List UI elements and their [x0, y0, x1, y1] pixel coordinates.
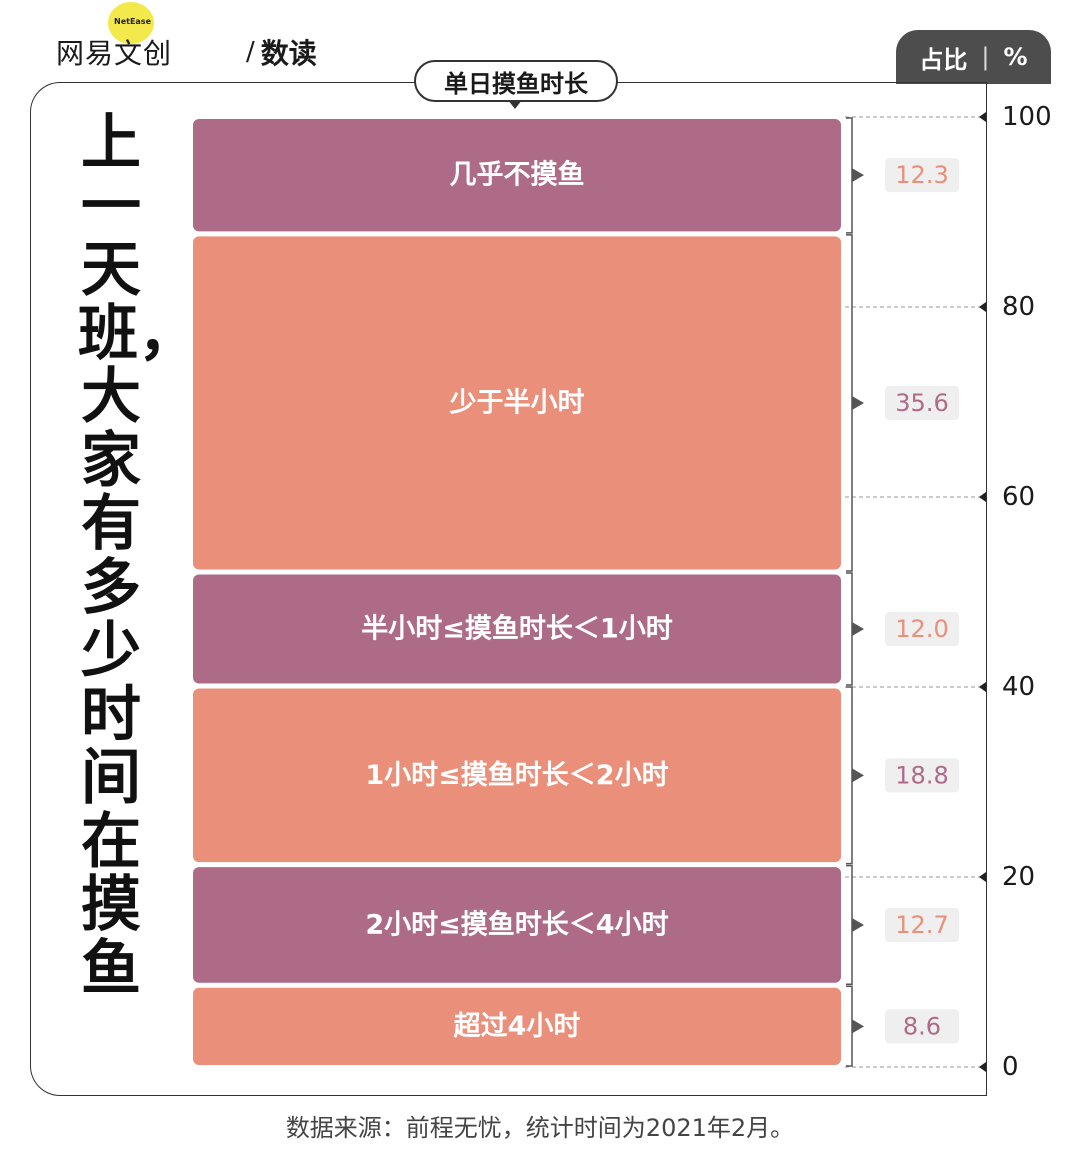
value-label: 18.8: [895, 761, 948, 789]
bar-segment: [193, 236, 841, 570]
tick-marker: [979, 872, 986, 882]
bracket-pointer: [852, 622, 864, 637]
bracket-pointer: [852, 395, 864, 410]
tick-marker: [979, 492, 986, 502]
value-label: 12.0: [895, 615, 948, 643]
chart-title-pointer: [508, 100, 522, 109]
bar-segment: [193, 574, 841, 684]
segment-bracket: [846, 864, 853, 986]
y-tick-label: 0: [1002, 1052, 1019, 1082]
bracket-pointer: [852, 917, 864, 932]
y-tick-label: 60: [1002, 482, 1035, 512]
bar-segment: [193, 867, 841, 983]
value-badge: [885, 612, 959, 647]
brand-slash: /: [246, 37, 255, 67]
bracket-pointer: [852, 168, 864, 183]
unit-tab-separator: |: [981, 43, 990, 71]
value-badge: [885, 907, 959, 942]
chart-title: 单日摸鱼时长: [414, 60, 618, 102]
value-badge: [885, 1009, 959, 1044]
segment-label: 几乎不摸鱼: [450, 160, 585, 191]
bar-segment: [193, 119, 841, 232]
segment-bracket: [846, 234, 853, 572]
y-tick-label: 20: [1002, 862, 1035, 892]
bracket-pointer: [852, 768, 864, 783]
segment-label: 超过4小时: [454, 1011, 581, 1042]
tick-marker: [979, 1062, 986, 1072]
brand-subtitle: 数读: [260, 37, 317, 70]
segment-bracket: [846, 572, 853, 686]
value-badge: [885, 158, 959, 193]
brand-logo: 网易文创 / 数读: [56, 30, 317, 74]
value-badge: [885, 385, 959, 420]
tick-marker: [979, 302, 986, 312]
y-axis-line: [986, 82, 987, 1096]
y-tick-label: 100: [1002, 102, 1052, 132]
unit-tab-unit: %: [1003, 43, 1028, 71]
value-label: 12.3: [895, 161, 948, 189]
segment-label: 少于半小时: [450, 387, 585, 418]
y-tick-label: 80: [1002, 292, 1035, 322]
segment-label: 半小时≤摸鱼时长＜1小时: [361, 614, 672, 645]
segment-label: 2小时≤摸鱼时长＜4小时: [365, 909, 668, 940]
unit-tab: 占比 | %: [896, 30, 1051, 84]
tick-marker: [979, 112, 986, 122]
unit-tab-label: 占比: [919, 45, 968, 74]
brand-name: 网易文创: [56, 37, 173, 70]
value-label: 12.7: [895, 911, 948, 939]
page-title: 上一天班，大家有多少时间在摸鱼: [78, 108, 198, 1004]
bar-segment: [193, 688, 841, 863]
data-source-note: 数据来源：前程无忧，统计时间为2021年2月。: [285, 1114, 795, 1142]
segment-bracket: [846, 117, 853, 234]
bar-segment: [193, 987, 841, 1065]
value-label: 35.6: [895, 389, 948, 417]
tick-marker: [979, 682, 986, 692]
segment-bracket: [846, 985, 853, 1067]
y-tick-label: 40: [1002, 672, 1035, 702]
segment-label: 1小时≤摸鱼时长＜2小时: [365, 760, 668, 791]
value-badge: [885, 758, 959, 793]
bracket-pointer: [852, 1019, 864, 1034]
value-label: 8.6: [903, 1012, 941, 1040]
segment-bracket: [846, 686, 853, 865]
brand-badge-label: NetEase: [114, 17, 151, 26]
